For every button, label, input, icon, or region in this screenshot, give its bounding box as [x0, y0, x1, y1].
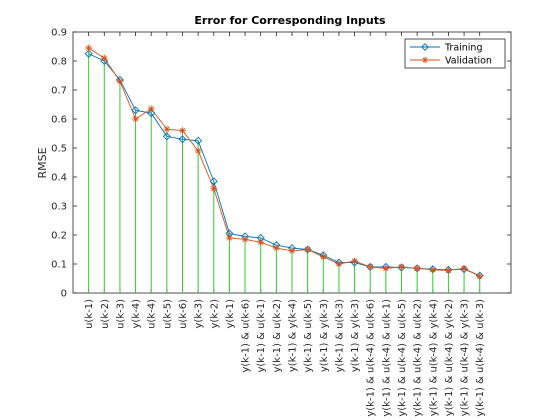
x-tick-label: y(k-1) & u(k-4) & u(k-3): [475, 299, 486, 417]
x-tick-label: u(k-4): [147, 299, 158, 329]
validation-point: [414, 265, 421, 272]
validation-point: [429, 266, 436, 273]
y-tick-label: 0.4: [51, 173, 67, 184]
legend-marker: [422, 57, 428, 63]
validation-point: [242, 236, 249, 243]
y-tick-label: 0: [61, 289, 67, 300]
validation-point: [336, 261, 343, 268]
validation-point: [382, 265, 389, 272]
validation-point: [210, 185, 217, 192]
x-tick-label: y(k-1) & u(k-4) & y(k-2): [444, 299, 455, 416]
validation-point: [398, 264, 405, 271]
validation-point: [163, 126, 170, 133]
x-tick-label: y(k-1) & y(k-4): [288, 299, 299, 372]
chart-title: Error for Corresponding Inputs: [194, 14, 386, 27]
validation-point: [273, 245, 280, 252]
validation-point: [351, 258, 358, 265]
validation-point: [320, 253, 327, 260]
validation-point: [304, 246, 311, 253]
validation-point: [476, 273, 483, 280]
validation-point: [445, 267, 452, 274]
validation-point: [132, 116, 139, 123]
x-tick-label: y(k-1) & u(k-4) & y(k-3): [460, 299, 471, 416]
validation-point: [179, 127, 186, 134]
validation-point: [367, 264, 374, 271]
y-tick-label: 0.7: [51, 86, 67, 97]
plot-area: 0 0.1 0.2 0.3 0.4 0.5 0.6 0.7 0.8 0.9 u(k-1) u(k-2)…: [51, 28, 511, 417]
legend-label: Validation: [445, 56, 492, 67]
x-tick-label: u(k-1): [84, 299, 95, 329]
x-tick-label: y(k-1) & u(k-4) & u(k-1): [381, 299, 392, 417]
x-tick-label: u(k-2): [100, 299, 111, 329]
series-line-training: [89, 54, 480, 276]
x-tick-label: y(k-1) & u(k-5): [303, 299, 314, 373]
x-tick-label: y(k-3): [194, 299, 205, 329]
validation-point: [289, 248, 296, 255]
x-tick-label: y(k-1) & u(k-1): [256, 299, 267, 373]
legend-label: Training: [444, 43, 483, 54]
legend: Training Validation: [405, 39, 505, 68]
x-tick-label: y(k-1) & u(k-6): [241, 299, 252, 373]
y-tick-label: 0.3: [51, 202, 67, 213]
x-tick-label: y(k-1) & u(k-4) & u(k-5): [397, 299, 408, 417]
x-tick-label: y(k-1) & u(k-2): [272, 299, 283, 373]
validation-point: [148, 105, 155, 112]
y-axis-label: RMSE: [36, 147, 49, 178]
y-tick-label: 0.9: [51, 28, 67, 39]
x-tick-label: u(k-3): [115, 299, 126, 329]
x-tick-label: y(k-4): [131, 299, 142, 329]
x-tick-label: y(k-2): [209, 299, 220, 329]
x-tick-label: u(k-5): [162, 299, 173, 329]
series-line-validation: [89, 48, 480, 276]
x-tick-label: y(k-1): [225, 299, 236, 329]
x-tick-label: y(k-1) & u(k-3): [334, 299, 345, 373]
x-tick-label: y(k-1) & u(k-4) & u(k-2): [413, 299, 424, 417]
x-tick-label: y(k-1) & u(k-4) & y(k-4): [428, 299, 439, 416]
y-tick-label: 0.8: [51, 57, 67, 68]
validation-point: [461, 265, 468, 272]
x-tick-label: y(k-1) & u(k-4) & u(k-6): [366, 299, 377, 417]
validation-point: [101, 55, 108, 62]
validation-point: [257, 239, 264, 246]
validation-point: [85, 45, 92, 52]
validation-point: [195, 148, 202, 155]
y-tick-label: 0.1: [51, 260, 67, 271]
y-tick-label: 0.2: [51, 231, 67, 242]
x-tick-label: y(k-1) & y(k-3): [350, 299, 361, 372]
y-tick-label: 0.6: [51, 115, 67, 126]
y-tick-label: 0.5: [51, 144, 67, 155]
validation-point: [226, 235, 233, 242]
validation-point: [117, 78, 124, 85]
x-tick-label: y(k-1) & y(k-3): [319, 299, 330, 372]
x-tick-label: u(k-6): [178, 299, 189, 329]
